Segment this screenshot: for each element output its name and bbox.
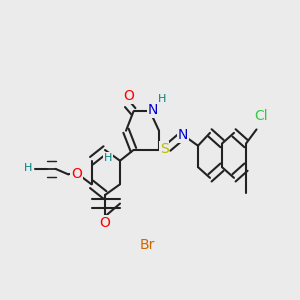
Text: S: S bbox=[160, 142, 169, 156]
Text: H: H bbox=[24, 164, 33, 173]
Text: Cl: Cl bbox=[254, 109, 268, 123]
Text: H: H bbox=[103, 153, 112, 163]
Text: H: H bbox=[158, 94, 166, 104]
Text: O: O bbox=[124, 89, 134, 103]
Text: O: O bbox=[100, 216, 110, 230]
Text: N: N bbox=[148, 103, 158, 117]
Text: O: O bbox=[71, 167, 82, 182]
Text: Br: Br bbox=[139, 238, 155, 252]
Text: N: N bbox=[178, 128, 188, 142]
